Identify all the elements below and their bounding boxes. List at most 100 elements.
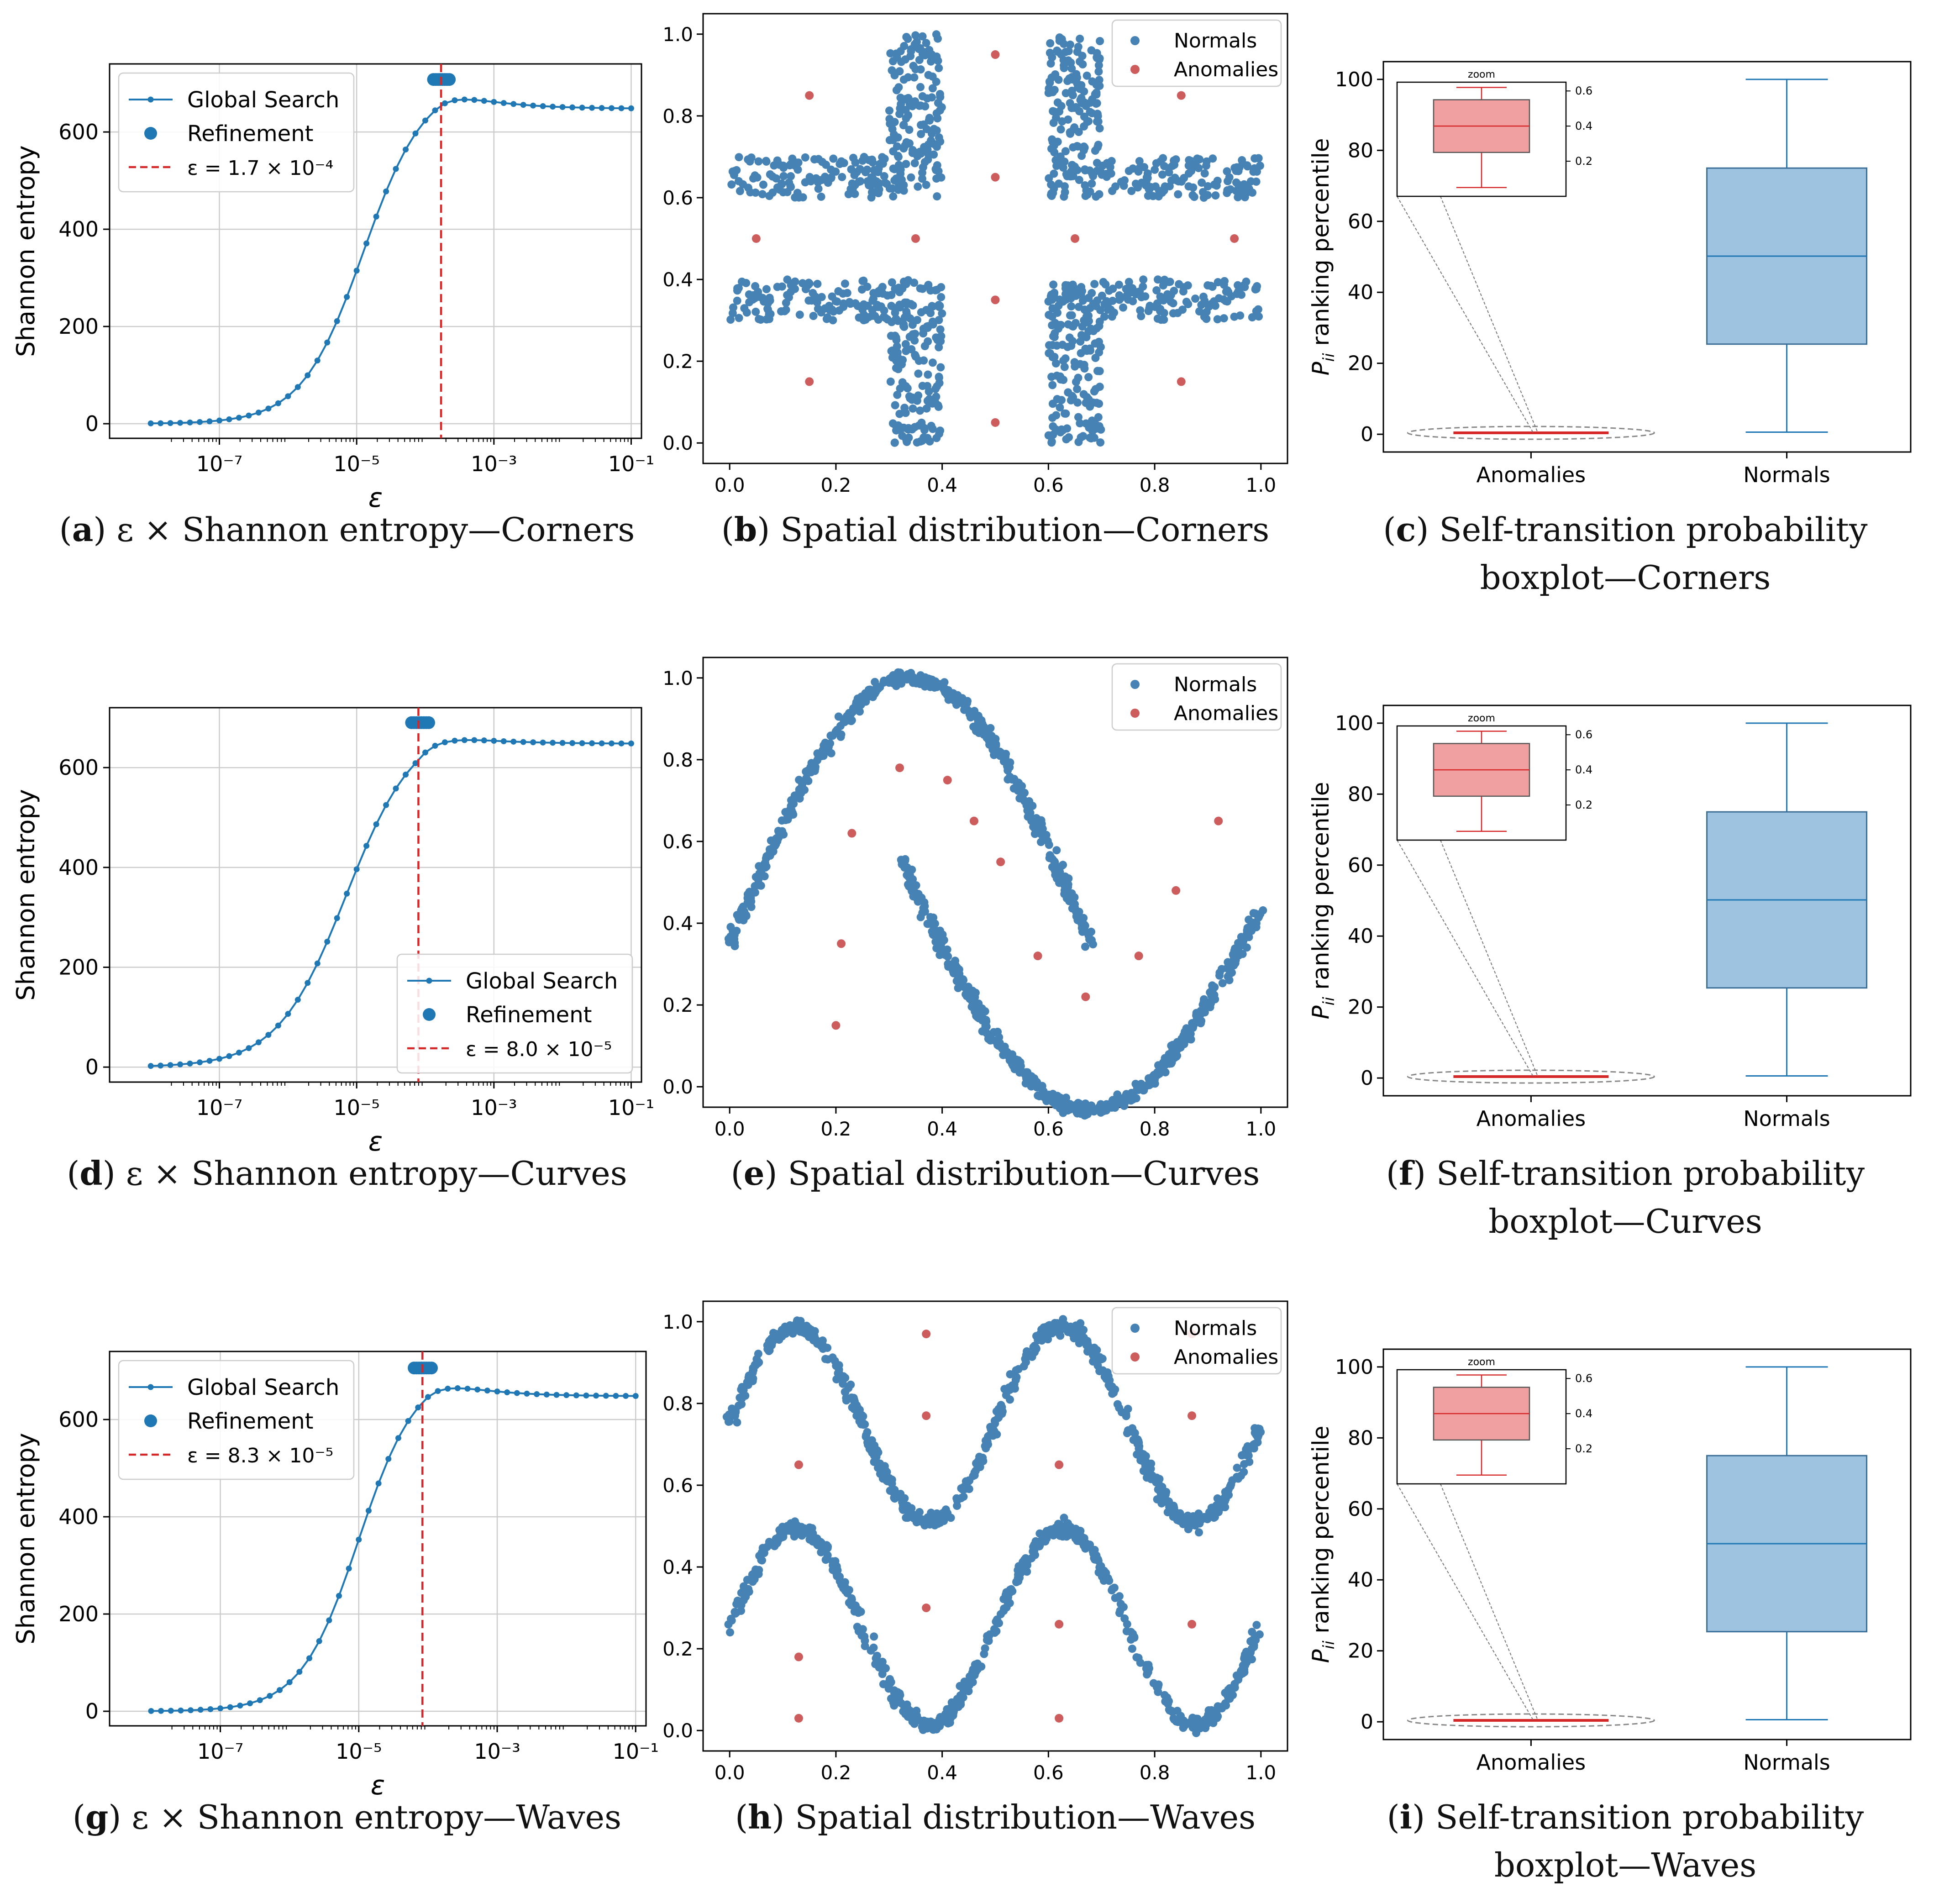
normal-point [854, 1627, 863, 1635]
y-tick-label: 40 [1348, 925, 1373, 948]
normal-point [1015, 794, 1024, 803]
normal-point [1076, 34, 1084, 43]
normal-point [739, 916, 748, 925]
y-tick-label: 400 [58, 217, 99, 242]
normal-point [1234, 281, 1242, 289]
global-search-point [237, 1703, 243, 1709]
normal-point [857, 696, 866, 704]
y-tick-label: 0 [1361, 1067, 1373, 1090]
normal-point [814, 184, 823, 193]
global-search-point [246, 1045, 252, 1051]
y-label-sub: ii [1320, 353, 1338, 362]
global-search-point [306, 1655, 313, 1661]
caption-text: Self-transition probability [1426, 1154, 1865, 1193]
normal-point [1093, 117, 1101, 126]
global-search-point [158, 1708, 164, 1714]
anomaly-point [1055, 1460, 1064, 1469]
normal-point [1163, 1508, 1172, 1517]
normal-point [1085, 166, 1094, 175]
normal-point [827, 165, 835, 174]
normal-point [1219, 314, 1228, 323]
normal-point [1133, 1084, 1141, 1093]
normal-point [929, 1725, 937, 1734]
normal-point [912, 1706, 921, 1715]
y-tick-label: 0.2 [662, 994, 693, 1016]
normal-point [886, 1679, 894, 1687]
normal-point [837, 157, 846, 166]
normal-point [1067, 889, 1076, 898]
normal-point [1099, 278, 1108, 286]
global-search-point [520, 739, 526, 745]
caption-open-paren: ( [731, 1154, 744, 1193]
caption-open-paren: ( [1387, 1798, 1400, 1836]
global-search-point [550, 740, 556, 746]
global-search-point [217, 1705, 224, 1712]
x-tick-label: 0.6 [1033, 474, 1064, 496]
normal-point [1133, 1450, 1141, 1459]
normal-point [877, 302, 885, 311]
x-tick-label: 10⁻⁵ [336, 1739, 382, 1764]
normal-point [751, 1361, 760, 1370]
zoom-inset: zoom 0.2 0.4 0.6 [1396, 713, 1592, 1077]
normal-point [941, 684, 949, 693]
normal-point [1157, 315, 1166, 324]
normal-point [1158, 170, 1167, 179]
legend-frame [396, 953, 633, 1074]
normal-point [1084, 117, 1093, 126]
normal-point [1075, 1339, 1083, 1347]
normal-point [955, 697, 963, 705]
global-search-point [393, 785, 399, 792]
normal-point [1040, 1326, 1048, 1335]
x-axis-label: ε [368, 1126, 383, 1157]
anomaly-point [922, 1411, 931, 1420]
normal-point [974, 718, 983, 726]
global-search-point [461, 737, 468, 743]
normal-point [1045, 77, 1054, 86]
normal-point [1022, 1072, 1030, 1080]
normal-point [747, 153, 756, 162]
normal-point [1046, 48, 1054, 57]
normal-point [765, 1538, 773, 1546]
normal-point [1251, 284, 1260, 293]
normal-point [1023, 1557, 1032, 1566]
normal-point [1143, 1670, 1151, 1679]
normal-point [778, 1523, 787, 1531]
global-search-point [148, 1708, 154, 1714]
normal-point [916, 83, 925, 91]
normal-point [911, 330, 920, 338]
normal-point [1087, 324, 1095, 333]
global-search-point [305, 980, 311, 986]
normal-point [733, 1418, 741, 1427]
global-search-point [373, 821, 379, 827]
normal-point [928, 399, 937, 408]
normal-point [932, 78, 941, 86]
normal-point [890, 1494, 899, 1503]
panel-caption-g: (g) ε × Shannon entropy—Waves [73, 1798, 621, 1836]
normal-point [951, 957, 959, 965]
normal-point [1083, 190, 1092, 199]
normal-point [1014, 778, 1023, 787]
normal-point [1111, 1593, 1119, 1602]
caption-text: Self-transition probability [1429, 510, 1867, 549]
normal-point [894, 284, 903, 292]
anomaly-point [1188, 1411, 1197, 1420]
normal-point [1233, 1463, 1241, 1472]
normal-point [1088, 109, 1096, 117]
normal-point [1125, 167, 1133, 175]
normal-point [920, 1719, 929, 1727]
y-tick-label: 80 [1348, 783, 1373, 806]
normal-point [1240, 1468, 1248, 1476]
normal-point [891, 673, 899, 682]
normal-point [949, 1711, 957, 1720]
normal-point [1064, 1519, 1072, 1528]
normal-point [753, 173, 762, 182]
normal-point [1247, 926, 1256, 935]
normal-point [973, 1007, 982, 1015]
normal-point [895, 300, 904, 309]
normal-point [920, 1516, 929, 1525]
normal-point [1128, 1426, 1137, 1435]
normal-point [944, 695, 953, 704]
legend-frame [1111, 663, 1282, 731]
global-search-point [491, 738, 497, 744]
normal-point [1066, 128, 1074, 137]
